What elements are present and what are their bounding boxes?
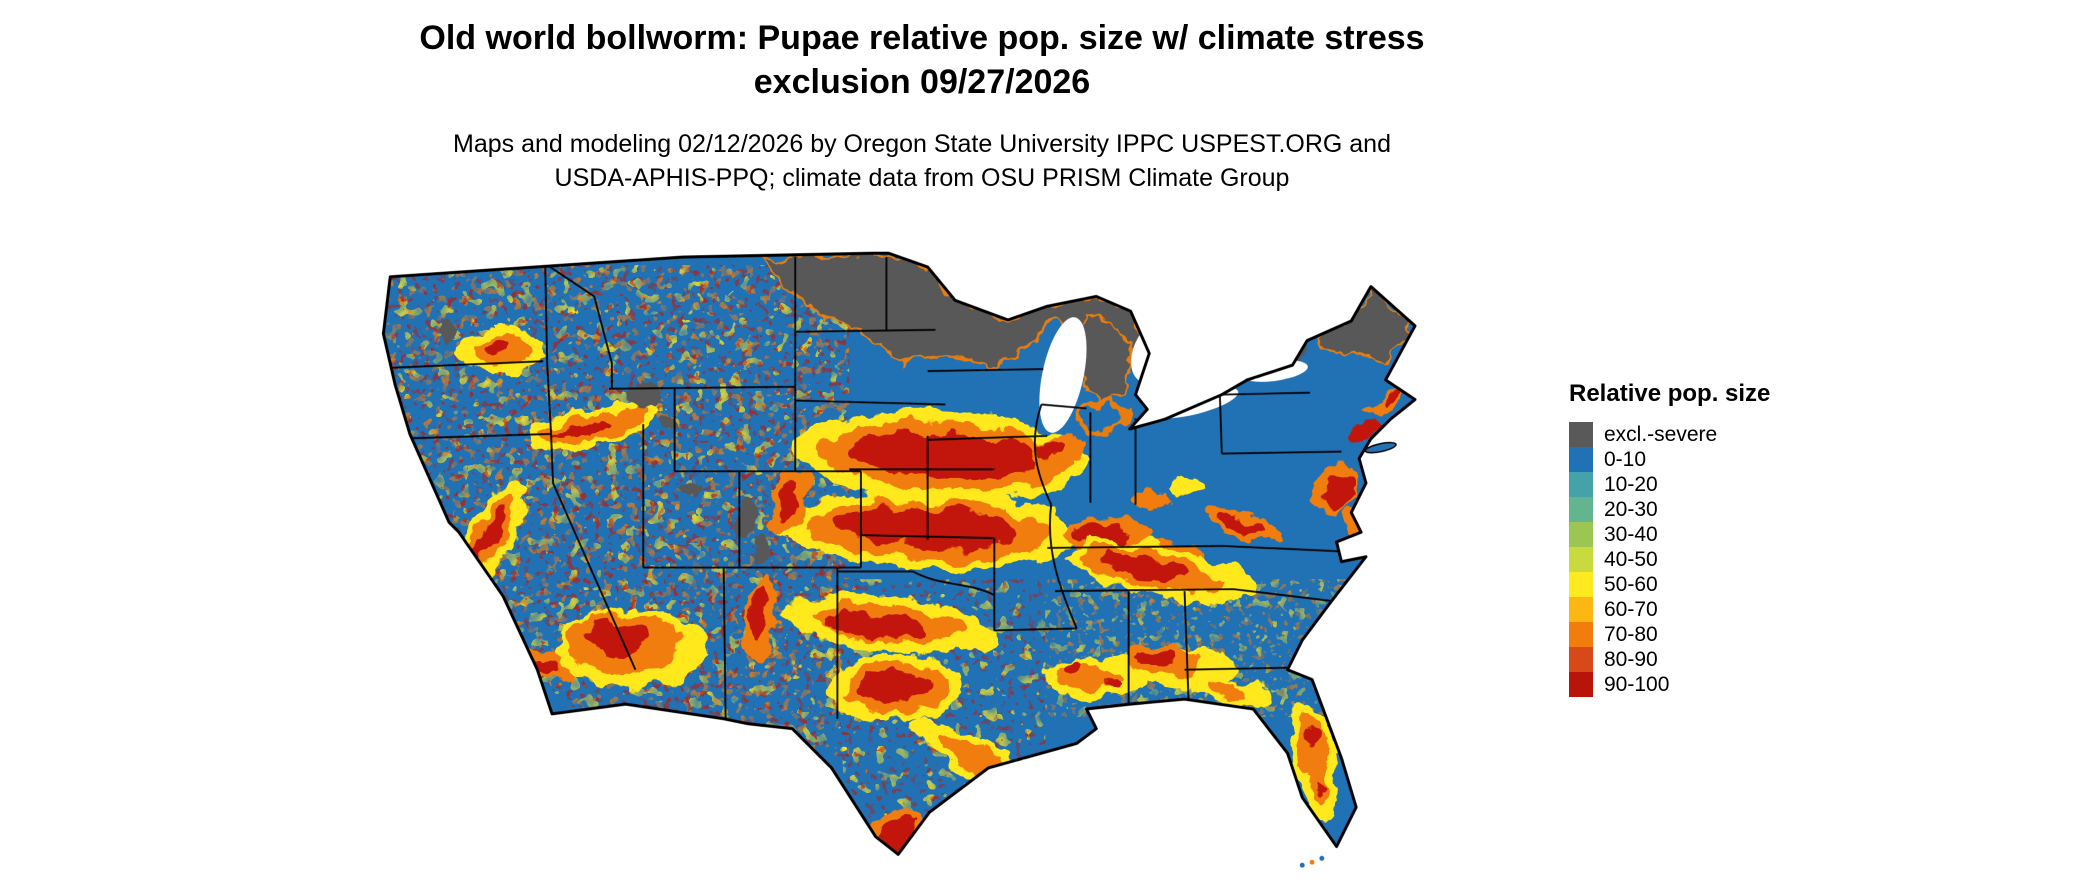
legend-entry-label: 90-100 [1604, 673, 1670, 696]
legend-entry-label: excl.-severe [1604, 423, 1718, 446]
legend-entry-label: 70-80 [1604, 623, 1658, 646]
legend-entry: 90-100 [1569, 672, 1899, 697]
legend-entry-label: 20-30 [1604, 498, 1658, 521]
legend-entry-label: 40-50 [1604, 548, 1658, 571]
legend-entry-label: 30-40 [1604, 523, 1658, 546]
legend-entry: 70-80 [1569, 622, 1899, 647]
state-borders [383, 257, 1352, 719]
legend-entry: 0-10 [1569, 447, 1899, 472]
legend-entry: 80-90 [1569, 647, 1899, 672]
map-subtitle-line1: Maps and modeling 02/12/2026 by Oregon S… [453, 130, 1391, 159]
header: Old world bollworm: Pupae relative pop. … [0, 16, 1844, 196]
us-map [381, 251, 1417, 868]
legend-entry: 40-50 [1569, 547, 1899, 572]
legend-entry-label: 10-20 [1604, 473, 1658, 496]
legend-title: Relative pop. size [1569, 380, 1771, 407]
legend-swatch [1569, 472, 1593, 497]
map-title-line2: exclusion 09/27/2026 [753, 63, 1091, 102]
legend-entry: 50-60 [1569, 572, 1899, 597]
legend-swatch [1569, 622, 1593, 647]
map-subtitle-line2: USDA-APHIS-PPQ; climate data from OSU PR… [554, 164, 1290, 193]
map-michigan-fringe [1076, 399, 1129, 436]
us-outline [381, 251, 1417, 856]
legend-swatch [1569, 447, 1593, 472]
legend-swatch [1569, 647, 1593, 672]
legend-entry-label: 60-70 [1604, 598, 1658, 621]
legend-entry-label: 50-60 [1604, 573, 1658, 596]
us-map-container [300, 206, 1520, 878]
legend-entry-label: 0-10 [1604, 448, 1647, 471]
legend-swatch [1569, 672, 1593, 697]
legend-swatch [1569, 497, 1593, 522]
legend-entry-label: 80-90 [1604, 648, 1658, 671]
legend: Relative pop. size excl.-severe 0-10 10-20… [1569, 380, 1899, 697]
legend-entry: 30-40 [1569, 522, 1899, 547]
long-island [1364, 441, 1397, 454]
map-title-line1: Old world bollworm: Pupae relative pop. … [419, 19, 1425, 57]
legend-swatch [1569, 422, 1593, 447]
map-hot-bands [454, 323, 1406, 855]
legend-swatch [1569, 572, 1593, 597]
legend-swatch [1569, 522, 1593, 547]
legend-swatch [1569, 547, 1593, 572]
legend-entry: 60-70 [1569, 597, 1899, 622]
florida-keys [1299, 855, 1325, 868]
legend-entry: 20-30 [1569, 497, 1899, 522]
legend-entry: excl.-severe [1569, 422, 1899, 447]
map-subtitle: Maps and modeling 02/12/2026 by Oregon S… [0, 128, 1844, 196]
legend-entry: 10-20 [1569, 472, 1899, 497]
map-title: Old world bollworm: Pupae relative pop. … [0, 16, 1844, 104]
legend-entries: excl.-severe 0-10 10-20 20-30 30-40 40-50 50-6… [1569, 422, 1899, 697]
legend-swatch [1569, 597, 1593, 622]
